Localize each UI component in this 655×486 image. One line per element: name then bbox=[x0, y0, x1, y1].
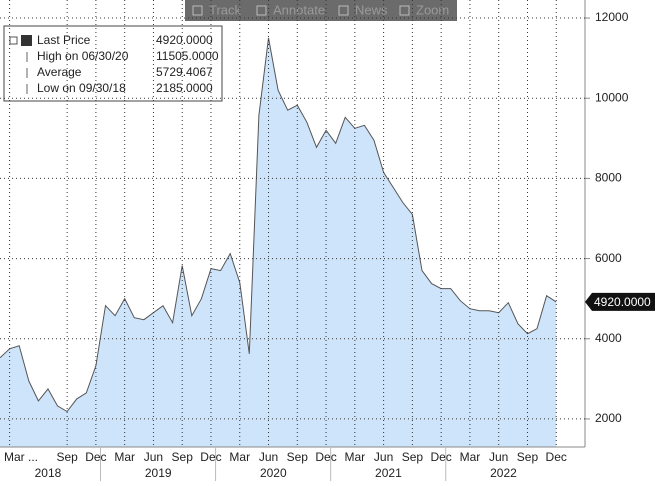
toolbar-label: Zoom bbox=[416, 2, 449, 17]
toolbar: Track Annotate News Zoom bbox=[185, 0, 457, 21]
x-year-label: 2018 bbox=[35, 466, 62, 480]
legend-name: High on 06/30/20 bbox=[37, 49, 129, 63]
toolbar-label: Track bbox=[209, 2, 242, 17]
toolbar-icon bbox=[256, 5, 267, 16]
line bbox=[0, 37, 557, 413]
y-tick-label: 8000 bbox=[595, 171, 622, 185]
plot-area bbox=[0, 37, 557, 447]
toolbar-button[interactable]: Zoom bbox=[399, 2, 449, 17]
x-tick-label: Sep bbox=[287, 450, 309, 464]
x-tick-label: Sep bbox=[402, 450, 424, 464]
toolbar-bg bbox=[185, 0, 457, 21]
x-tick-label: Mar ... bbox=[4, 450, 38, 464]
x-tick-label: Sep bbox=[172, 450, 194, 464]
y-tick-label: 4000 bbox=[595, 331, 622, 345]
toolbar-icon bbox=[338, 5, 349, 16]
y-tick-label: 10000 bbox=[595, 90, 629, 104]
x-tick-label: Dec bbox=[430, 450, 451, 464]
y-tick-label: 2000 bbox=[595, 411, 622, 425]
x-year-label: 2019 bbox=[145, 466, 172, 480]
legend-name: Low on 09/30/18 bbox=[37, 81, 126, 95]
x-tick-label: Jun bbox=[489, 450, 508, 464]
toolbar-button[interactable]: News bbox=[338, 2, 388, 17]
x-tick-label: Dec bbox=[200, 450, 221, 464]
x-year-label: 2020 bbox=[260, 466, 287, 480]
legend-value: 11505.0000 bbox=[156, 49, 219, 63]
legend-value: 5729.4067 bbox=[156, 65, 213, 79]
toolbar-icon bbox=[399, 5, 410, 16]
x-tick-label: Dec bbox=[546, 450, 567, 464]
x-tick-label: Jun bbox=[259, 450, 278, 464]
x-tick-label: Mar bbox=[229, 450, 250, 464]
legend-value: 4920.0000 bbox=[156, 33, 213, 47]
x-tick-label: Sep bbox=[517, 450, 539, 464]
legend-name: Last Price bbox=[37, 33, 91, 47]
legend-box bbox=[3, 25, 223, 102]
last-value-label: 4920.0000 bbox=[594, 295, 651, 309]
legend: Last Price 4920.0000 High on 06/30/20 11505… bbox=[3, 25, 223, 102]
toolbar-label: Annotate bbox=[273, 2, 325, 17]
x-tick-label: Sep bbox=[56, 450, 78, 464]
y-tick-label: 12000 bbox=[595, 10, 629, 24]
x-tick-label: Dec bbox=[85, 450, 106, 464]
x-tick-label: Jun bbox=[144, 450, 163, 464]
toolbar-button[interactable]: Annotate bbox=[256, 2, 325, 17]
area bbox=[0, 37, 557, 447]
x-tick-label: Mar bbox=[460, 450, 481, 464]
legend-name: Average bbox=[37, 65, 82, 79]
x-tick-label: Mar bbox=[114, 450, 135, 464]
y-tick-label: 6000 bbox=[595, 251, 622, 265]
toolbar-button[interactable]: Track bbox=[192, 2, 242, 17]
legend-value: 2185.0000 bbox=[156, 81, 213, 95]
toolbar-label: News bbox=[355, 2, 388, 17]
x-tick-label: Mar bbox=[345, 450, 366, 464]
x-year-label: 2021 bbox=[375, 466, 402, 480]
x-year-label: 2022 bbox=[490, 466, 517, 480]
x-tick-label: Jun bbox=[374, 450, 393, 464]
toolbar-icon bbox=[192, 5, 203, 16]
x-tick-label: Dec bbox=[315, 450, 336, 464]
legend-swatch bbox=[21, 35, 32, 46]
last-value-flag bbox=[585, 292, 655, 311]
